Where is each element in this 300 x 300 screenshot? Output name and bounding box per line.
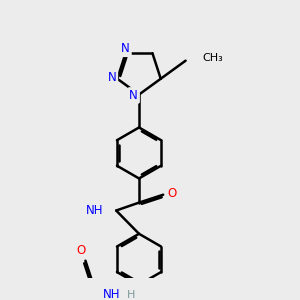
Text: O: O <box>76 244 85 257</box>
Text: O: O <box>167 187 177 200</box>
Text: NH: NH <box>86 204 104 217</box>
Text: N: N <box>121 42 130 55</box>
Text: N: N <box>108 71 116 84</box>
Text: NH: NH <box>103 288 121 300</box>
Text: N: N <box>129 89 138 102</box>
Text: H: H <box>128 290 136 300</box>
Text: CH₃: CH₃ <box>202 53 223 64</box>
